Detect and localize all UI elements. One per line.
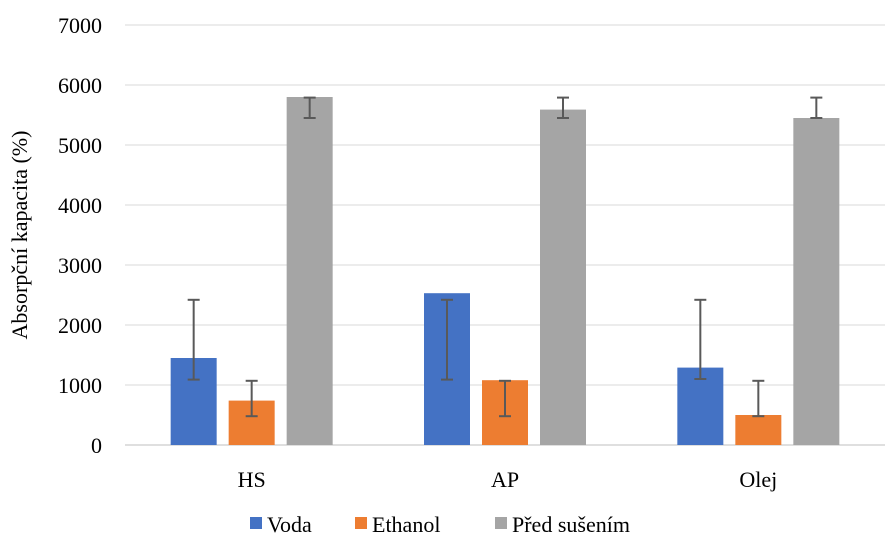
error-bar xyxy=(245,379,258,418)
legend-swatch xyxy=(495,517,507,529)
bar-před-sušením-hs xyxy=(286,97,333,445)
y-axis-ticks: 0 1000 2000 3000 4000 5000 6000 7000 xyxy=(58,13,102,458)
y-axis-label: Absorpční kapacita (%) xyxy=(7,131,32,340)
legend-entry-label: Ethanol xyxy=(372,512,440,537)
bar-voda-olej xyxy=(677,367,724,445)
x-tick-label: Olej xyxy=(739,467,777,492)
legend-entry-label: Voda xyxy=(267,512,312,537)
error-bar xyxy=(187,298,200,381)
error-bar xyxy=(499,379,511,418)
error-bar xyxy=(752,379,765,418)
bar-před-sušením-olej xyxy=(793,118,840,445)
legend-entry-label: Před sušením xyxy=(512,512,630,537)
x-tick-label: HS xyxy=(238,467,266,492)
error-bar xyxy=(810,96,823,119)
error-bar xyxy=(303,96,316,119)
legend-swatch xyxy=(355,517,367,529)
y-tick-label: 0 xyxy=(91,433,102,458)
error-bar xyxy=(694,298,707,380)
x-tick-label: AP xyxy=(491,467,519,492)
y-tick-label: 7000 xyxy=(58,13,102,38)
error-bar xyxy=(441,298,453,381)
error-bars xyxy=(187,96,823,418)
legend-swatch xyxy=(250,517,262,529)
legend: Voda Ethanol Před sušením xyxy=(250,512,630,537)
bar-ethanol-olej xyxy=(735,415,782,445)
y-tick-label: 5000 xyxy=(58,133,102,158)
bars xyxy=(170,97,840,445)
y-tick-label: 4000 xyxy=(58,193,102,218)
y-tick-label: 3000 xyxy=(58,253,102,278)
y-tick-label: 1000 xyxy=(58,373,102,398)
x-axis-ticks: HS AP Olej xyxy=(238,467,778,492)
y-tick-label: 6000 xyxy=(58,73,102,98)
error-bar xyxy=(557,96,569,119)
bar-před-sušením-ap xyxy=(540,109,586,445)
y-tick-label: 2000 xyxy=(58,313,102,338)
